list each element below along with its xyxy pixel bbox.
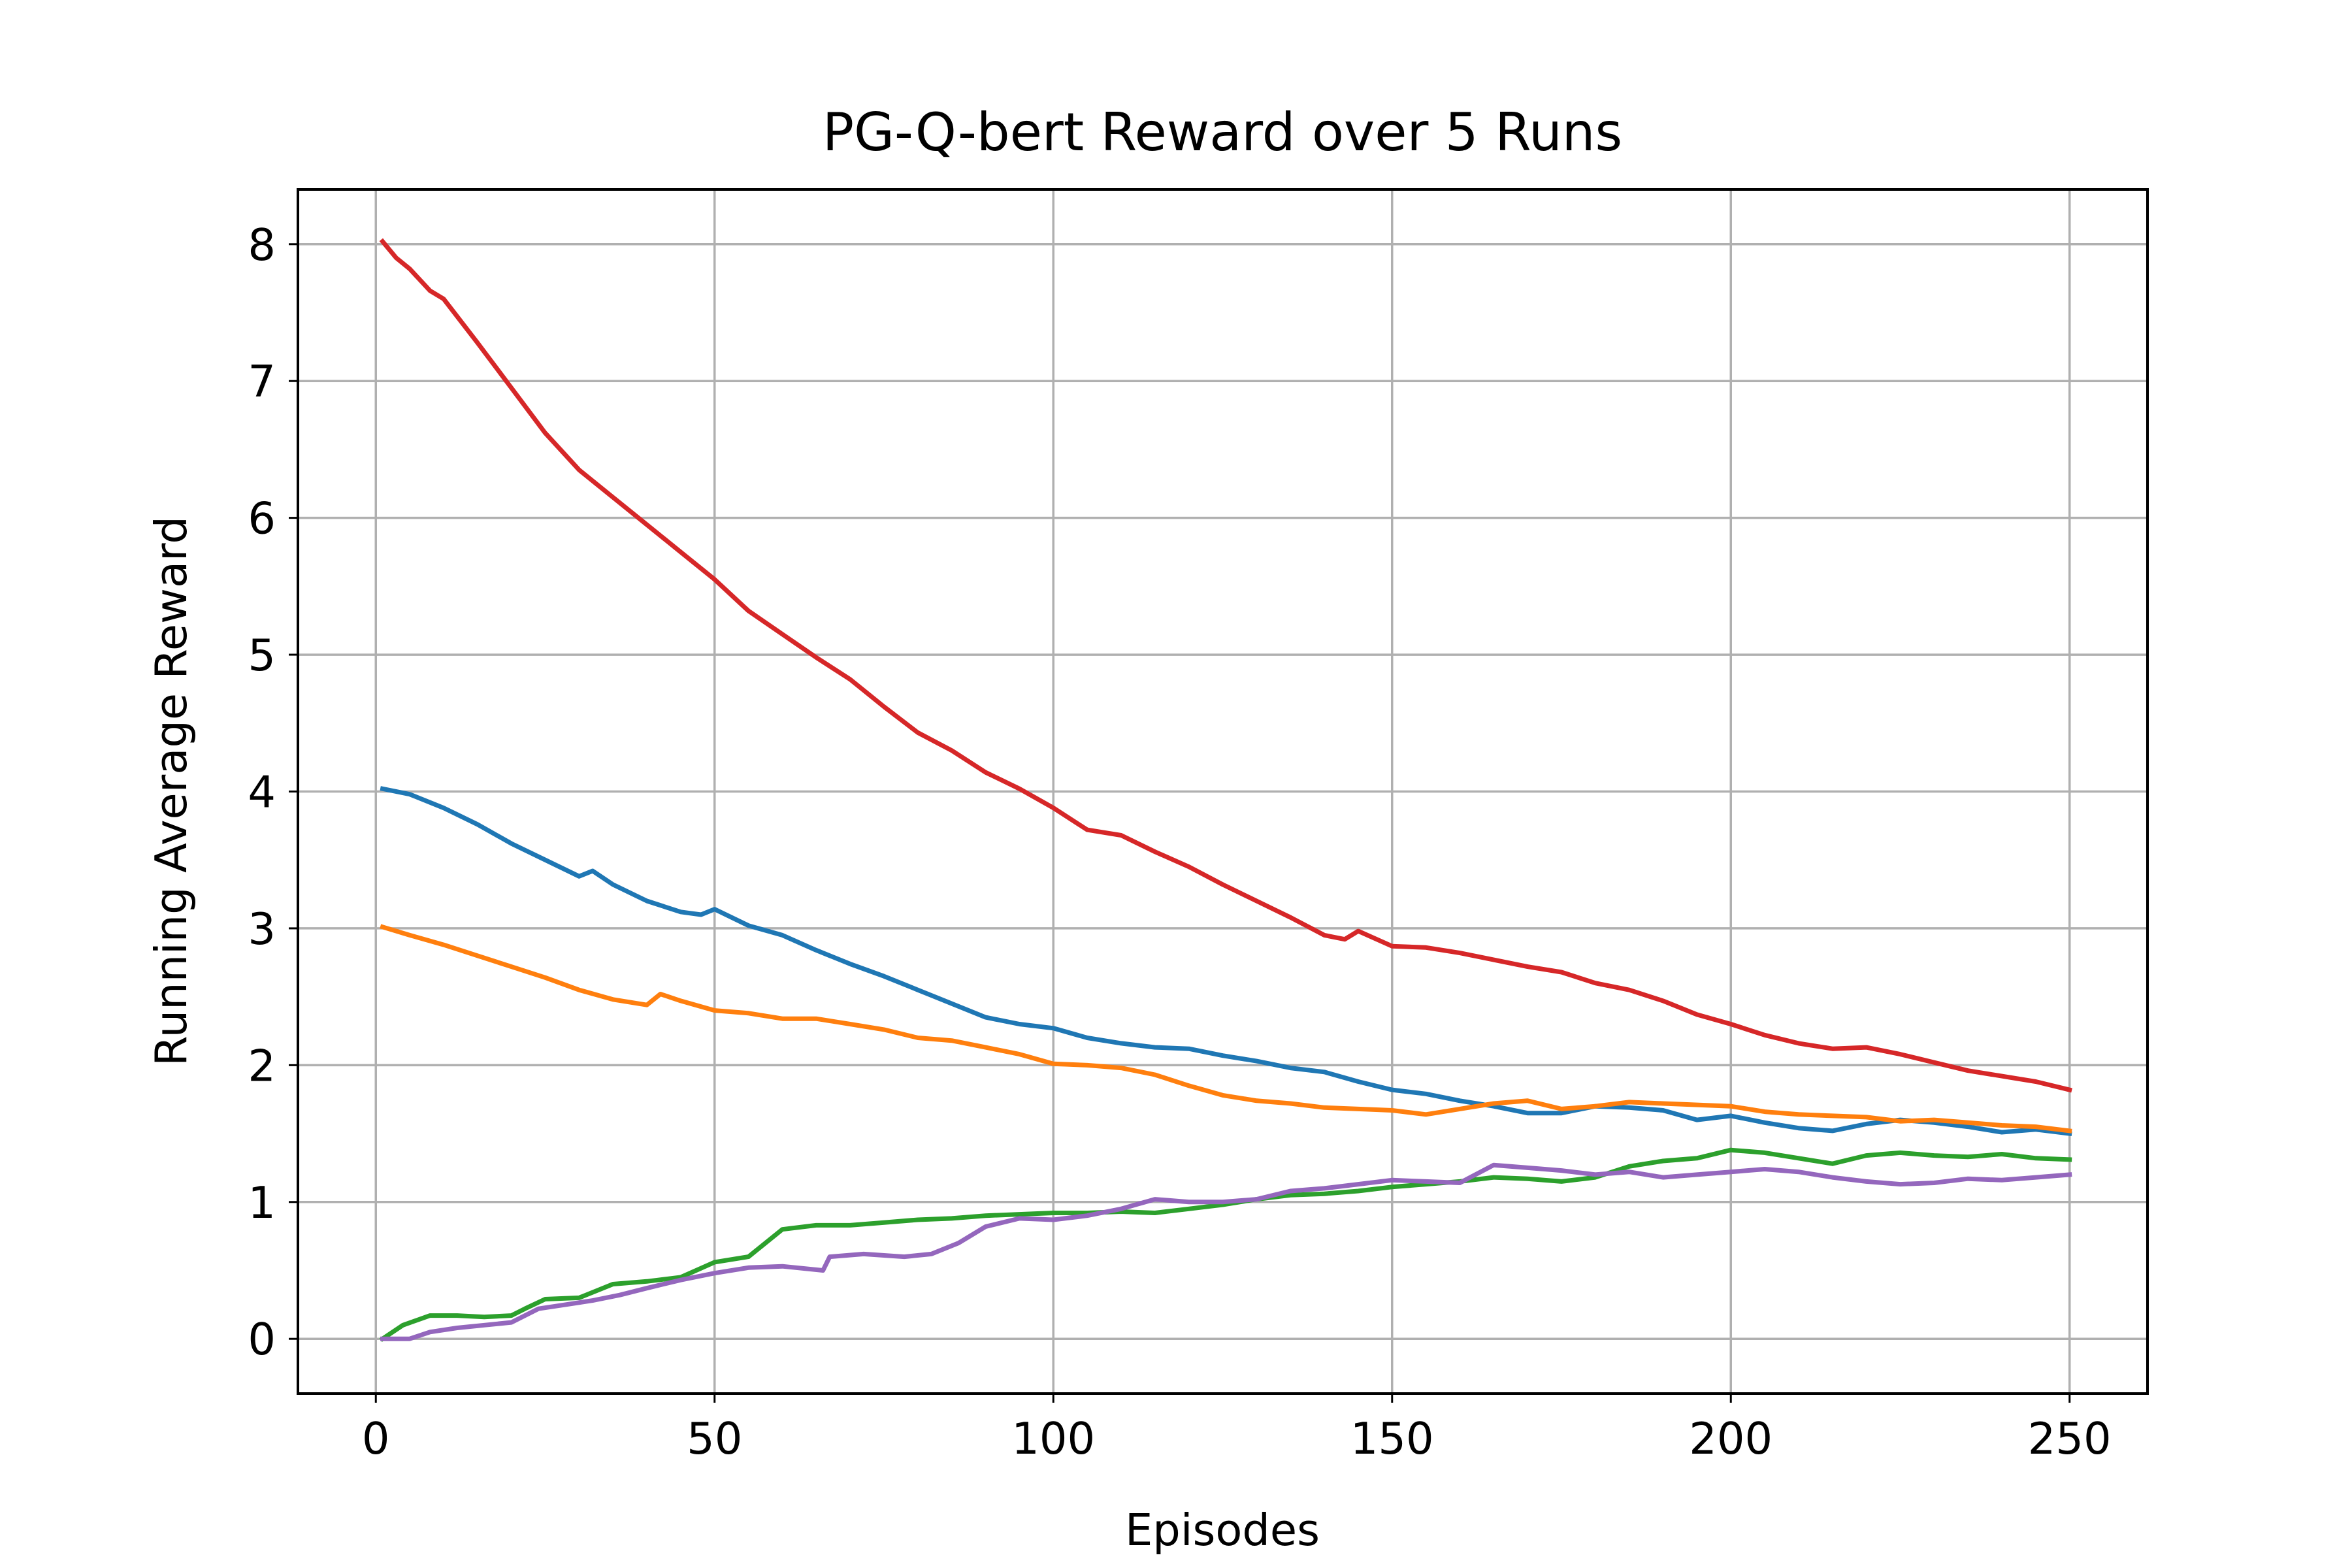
series-line [380,1162,2072,1341]
series-line [380,924,2072,1134]
series-line [379,238,2072,1093]
x-tick-label: 50 [687,1413,742,1464]
x-tick-label: 200 [1689,1413,1772,1464]
y-tick-label: 3 [248,904,276,955]
x-tick-label: 100 [1011,1413,1095,1464]
x-tick-label: 250 [2028,1413,2112,1464]
y-tick-label: 2 [248,1040,276,1091]
x-tick-label: 150 [1350,1413,1434,1464]
y-tick-label: 5 [248,630,276,681]
x-tick-label: 0 [362,1413,390,1464]
y-tick-label: 0 [248,1314,276,1365]
chart-title: PG-Q-bert Reward over 5 Runs [823,102,1622,163]
y-tick-label: 8 [248,220,276,270]
series-line [379,1147,2072,1343]
series-group [379,238,2072,1343]
y-tick-label: 6 [248,493,276,544]
series-line [380,786,2072,1136]
ticks: 0 50 100 150 200 250 0 1 2 3 4 5 6 7 8 [248,220,2111,1464]
y-tick-label: 4 [248,767,276,818]
y-tick-label: 7 [248,356,276,407]
y-axis-label: Running Average Reward [146,516,197,1066]
grid [298,189,2148,1394]
y-tick-label: 1 [248,1177,276,1228]
x-axis-label: Episodes [1125,1505,1320,1556]
